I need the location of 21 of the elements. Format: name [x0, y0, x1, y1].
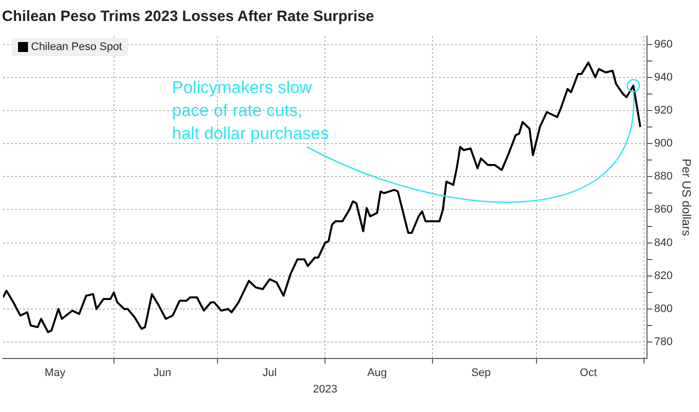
- legend-label: Chilean Peso Spot: [31, 41, 122, 53]
- y-tick-label: 940: [654, 71, 673, 84]
- y-tick-label: 960: [654, 38, 673, 50]
- x-tick-label: Sep: [471, 367, 491, 380]
- x-tick-label: Jul: [262, 367, 277, 380]
- y-tick-label: 820: [654, 270, 673, 282]
- x-tick-label: Aug: [367, 367, 387, 380]
- y-tick-label: 900: [654, 138, 673, 150]
- y-tick-label: 920: [654, 104, 673, 116]
- y-tick-label: 800: [654, 303, 673, 315]
- annotation: Policymakers slow pace of rate cuts, halt dollar purchases: [172, 78, 329, 143]
- x-tick-label: Jun: [153, 367, 172, 380]
- x-axis-title: 2023: [312, 383, 338, 396]
- y-tick-label: 860: [654, 204, 673, 216]
- x-tick-label: May: [44, 367, 66, 380]
- y-tick-label: 880: [654, 170, 673, 183]
- chart-title: Chilean Peso Trims 2023 Losses After Rate Surprise: [2, 8, 374, 25]
- y-tick-label: 840: [654, 236, 673, 249]
- y-axis-title: Per US dollars: [679, 158, 694, 236]
- y-tick-label: 780: [654, 336, 673, 348]
- x-tick-label: Oct: [580, 367, 597, 380]
